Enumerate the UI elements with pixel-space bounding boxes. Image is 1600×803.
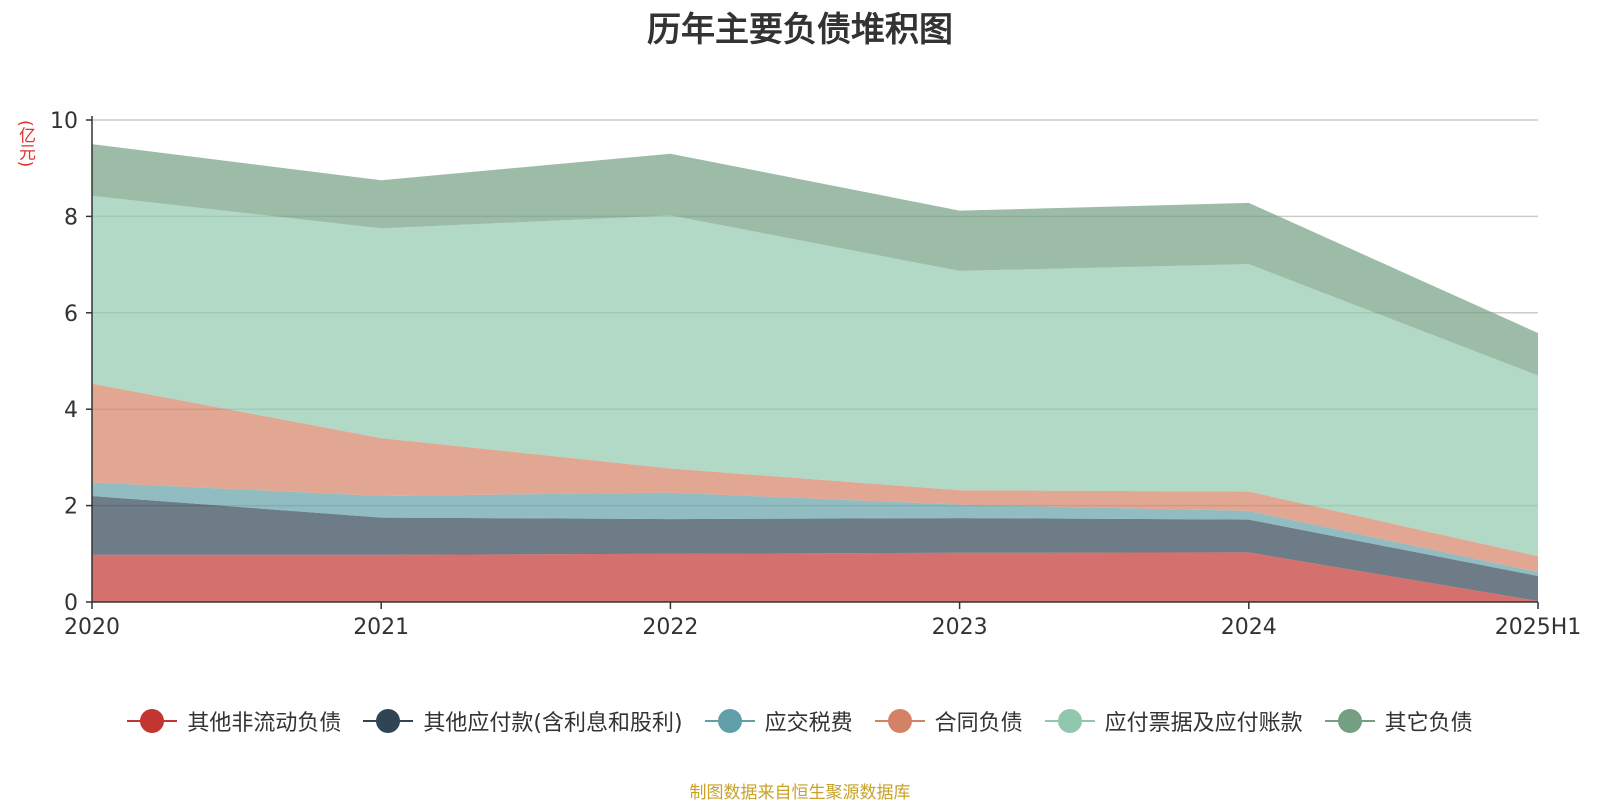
chart-title: 历年主要负债堆积图 <box>647 10 953 50</box>
x-tick-label: 2024 <box>1221 615 1277 640</box>
tick-labels: 0 2 4 6 8 10 2020 2021 2022 2023 2024 2025H1 <box>50 109 1581 640</box>
legend: 其他非流动负债 其他应付款(含利息和股利) 应交税费 合同负债 应付票据及应付账款 其它负… <box>0 705 1600 737</box>
axes <box>86 116 1539 609</box>
x-tick-label: 2023 <box>932 615 988 640</box>
y-tick-label: 4 <box>64 398 78 423</box>
area-series <box>92 144 1538 602</box>
y-tick-label: 8 <box>64 205 78 230</box>
area-series-5 <box>92 195 1538 557</box>
data-source-note: 制图数据来自恒生聚源数据库 <box>689 783 911 803</box>
area-series-1 <box>92 552 1538 602</box>
x-tick-label: 2025H1 <box>1495 615 1582 640</box>
legend-marker-icon <box>1044 708 1095 734</box>
x-tick-label: 2022 <box>642 615 698 640</box>
area-series-4 <box>92 383 1538 573</box>
area-series-3 <box>92 482 1538 576</box>
legend-item[interactable]: 其它负债 <box>1324 705 1473 737</box>
legend-item[interactable]: 其他非流动负债 <box>127 705 341 737</box>
legend-item[interactable]: 应交税费 <box>704 705 853 737</box>
area-series-2 <box>92 496 1538 601</box>
legend-label: 其它负债 <box>1384 711 1473 736</box>
legend-marker-icon <box>704 708 755 734</box>
legend-label: 其他非流动负债 <box>187 711 342 736</box>
y-axis-unit-label: (亿元) <box>15 120 35 168</box>
legend-label: 应交税费 <box>764 711 853 736</box>
y-tick-label: 6 <box>64 302 78 327</box>
legend-marker-icon <box>127 708 178 734</box>
stacked-area-chart: 0 2 4 6 8 10 2020 2021 2022 2023 2024 2025H1 <box>50 109 1581 640</box>
y-tick-label: 2 <box>64 495 78 520</box>
area-series-6 <box>92 144 1538 376</box>
y-tick-label: 0 <box>64 591 78 616</box>
legend-item[interactable]: 其他应付款(含利息和股利) <box>363 705 683 737</box>
x-tick-label: 2021 <box>353 615 409 640</box>
x-tick-label: 2020 <box>64 615 120 640</box>
legend-label: 其他应付款(含利息和股利) <box>423 711 683 736</box>
legend-label: 应付票据及应付账款 <box>1104 711 1303 736</box>
legend-item[interactable]: 合同负债 <box>874 705 1023 737</box>
y-tick-label: 10 <box>50 109 78 134</box>
legend-label: 合同负债 <box>934 711 1023 736</box>
legend-marker-icon <box>1324 708 1375 734</box>
legend-marker-icon <box>874 708 925 734</box>
legend-item[interactable]: 应付票据及应付账款 <box>1044 705 1303 737</box>
legend-marker-icon <box>363 708 414 734</box>
